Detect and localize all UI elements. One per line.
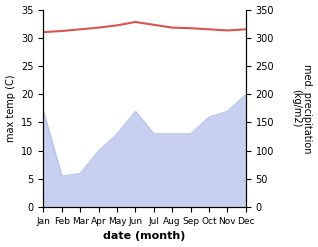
Y-axis label: max temp (C): max temp (C) [5, 75, 16, 142]
X-axis label: date (month): date (month) [103, 231, 186, 242]
Y-axis label: med. precipitation
(kg/m2): med. precipitation (kg/m2) [291, 64, 313, 153]
